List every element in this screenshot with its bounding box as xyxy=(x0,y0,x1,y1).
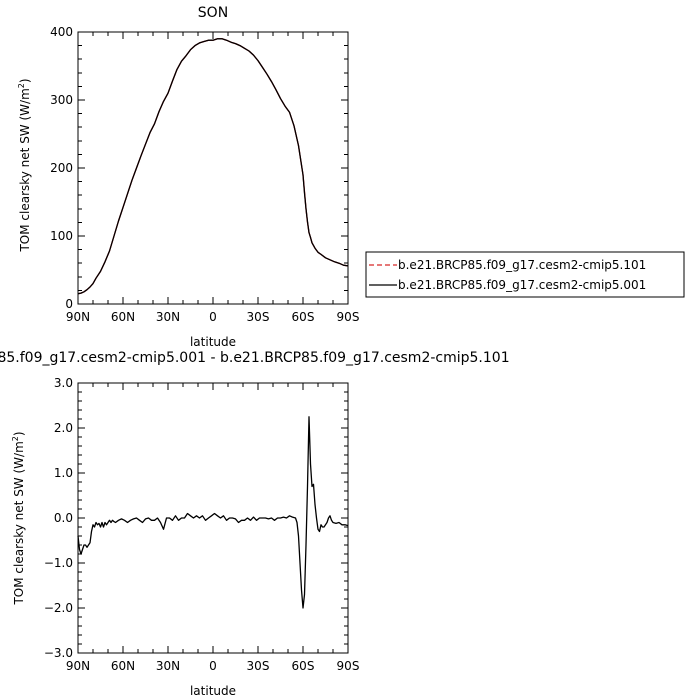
bottom-y-axis-label-end: ) xyxy=(12,431,26,436)
legend-entry-001: b.e21.BRCP85.f09_g17.cesm2-cmip5.001 xyxy=(398,278,646,292)
top-x-tick-label: 0 xyxy=(209,310,217,324)
bottom-y-tick-label: −1.0 xyxy=(44,556,73,570)
bottom-plot-area: 90N 60N 30N 0 30S 60S 90S −3.0 −2.0 −1.0 0.0 1.0 2.0… xyxy=(44,376,360,673)
top-x-tick-label: 90N xyxy=(66,310,90,324)
top-plot-frame xyxy=(77,31,349,305)
top-panel: SON 90N 60N 30N 0 30S 60S 90S 0 100 200 300 400 lat… xyxy=(17,5,685,349)
bottom-chart-title: b.e21.BRCP85.f09_g17.cesm2-cmip5.001 - b… xyxy=(0,350,510,366)
top-y-axis-label: TOM clearsky net SW (W/m2) xyxy=(17,78,32,252)
top-x-tick-label: 90S xyxy=(337,310,360,324)
bottom-y-tick-label: 2.0 xyxy=(54,421,73,435)
top-x-axis-label: latitude xyxy=(190,335,236,349)
top-y-axis-label-sup: 2 xyxy=(17,83,26,88)
bottom-y-tick-label: −3.0 xyxy=(44,646,73,660)
bottom-series-line-0 xyxy=(77,416,349,609)
top-y-axis-label-main: TOM clearsky net SW (W/m xyxy=(18,88,32,252)
top-y-tick-label: 200 xyxy=(50,161,73,175)
bottom-x-tick-label: 0 xyxy=(209,659,217,673)
bottom-y-axis-label-main: TOM clearsky net SW (W/m xyxy=(12,441,26,605)
top-series-line-0 xyxy=(77,38,349,295)
top-x-tick-label: 30S xyxy=(247,310,270,324)
bottom-x-tick-label: 60S xyxy=(292,659,315,673)
bottom-plot-frame xyxy=(77,382,349,654)
legend: b.e21.BRCP85.f09_g17.cesm2-cmip5.101 b.e… xyxy=(365,251,685,298)
top-series xyxy=(77,38,349,295)
top-x-tick-label: 30N xyxy=(156,310,180,324)
top-y-axis-label-end: ) xyxy=(18,78,32,83)
top-plot-area: 90N 60N 30N 0 30S 60S 90S 0 100 200 300 400 xyxy=(50,25,359,324)
top-y-tick-label: 300 xyxy=(50,93,73,107)
top-series-line-1 xyxy=(77,38,349,295)
bottom-ticks: 90N 60N 30N 0 30S 60S 90S −3.0 −2.0 −1.0 0.0 1.0 2.0… xyxy=(44,376,360,673)
bottom-x-tick-label: 90S xyxy=(337,659,360,673)
bottom-x-tick-label: 30N xyxy=(156,659,180,673)
bottom-series xyxy=(77,416,349,609)
bottom-y-tick-label: 3.0 xyxy=(54,376,73,390)
bottom-x-axis-label: latitude xyxy=(190,684,236,698)
top-ticks: 90N 60N 30N 0 30S 60S 90S 0 100 200 300 400 xyxy=(50,25,359,324)
bottom-panel: b.e21.BRCP85.f09_g17.cesm2-cmip5.001 - b… xyxy=(0,350,510,698)
top-y-tick-label: 100 xyxy=(50,229,73,243)
bottom-x-tick-label: 30S xyxy=(247,659,270,673)
top-y-tick-label: 400 xyxy=(50,25,73,39)
bottom-y-axis-label: TOM clearsky net SW (W/m2) xyxy=(11,431,26,605)
top-x-tick-label: 60N xyxy=(111,310,135,324)
legend-entry-101: b.e21.BRCP85.f09_g17.cesm2-cmip5.101 xyxy=(398,258,646,272)
bottom-y-tick-label: 0.0 xyxy=(54,511,73,525)
bottom-y-tick-label: 1.0 xyxy=(54,466,73,480)
bottom-y-tick-label: −2.0 xyxy=(44,601,73,615)
top-y-tick-label: 0 xyxy=(65,297,73,311)
legend-box xyxy=(365,251,685,298)
top-chart-title: SON xyxy=(198,5,228,21)
top-x-tick-label: 60S xyxy=(292,310,315,324)
bottom-x-tick-label: 60N xyxy=(111,659,135,673)
bottom-x-tick-label: 90N xyxy=(66,659,90,673)
bottom-y-axis-label-sup: 2 xyxy=(11,436,20,441)
